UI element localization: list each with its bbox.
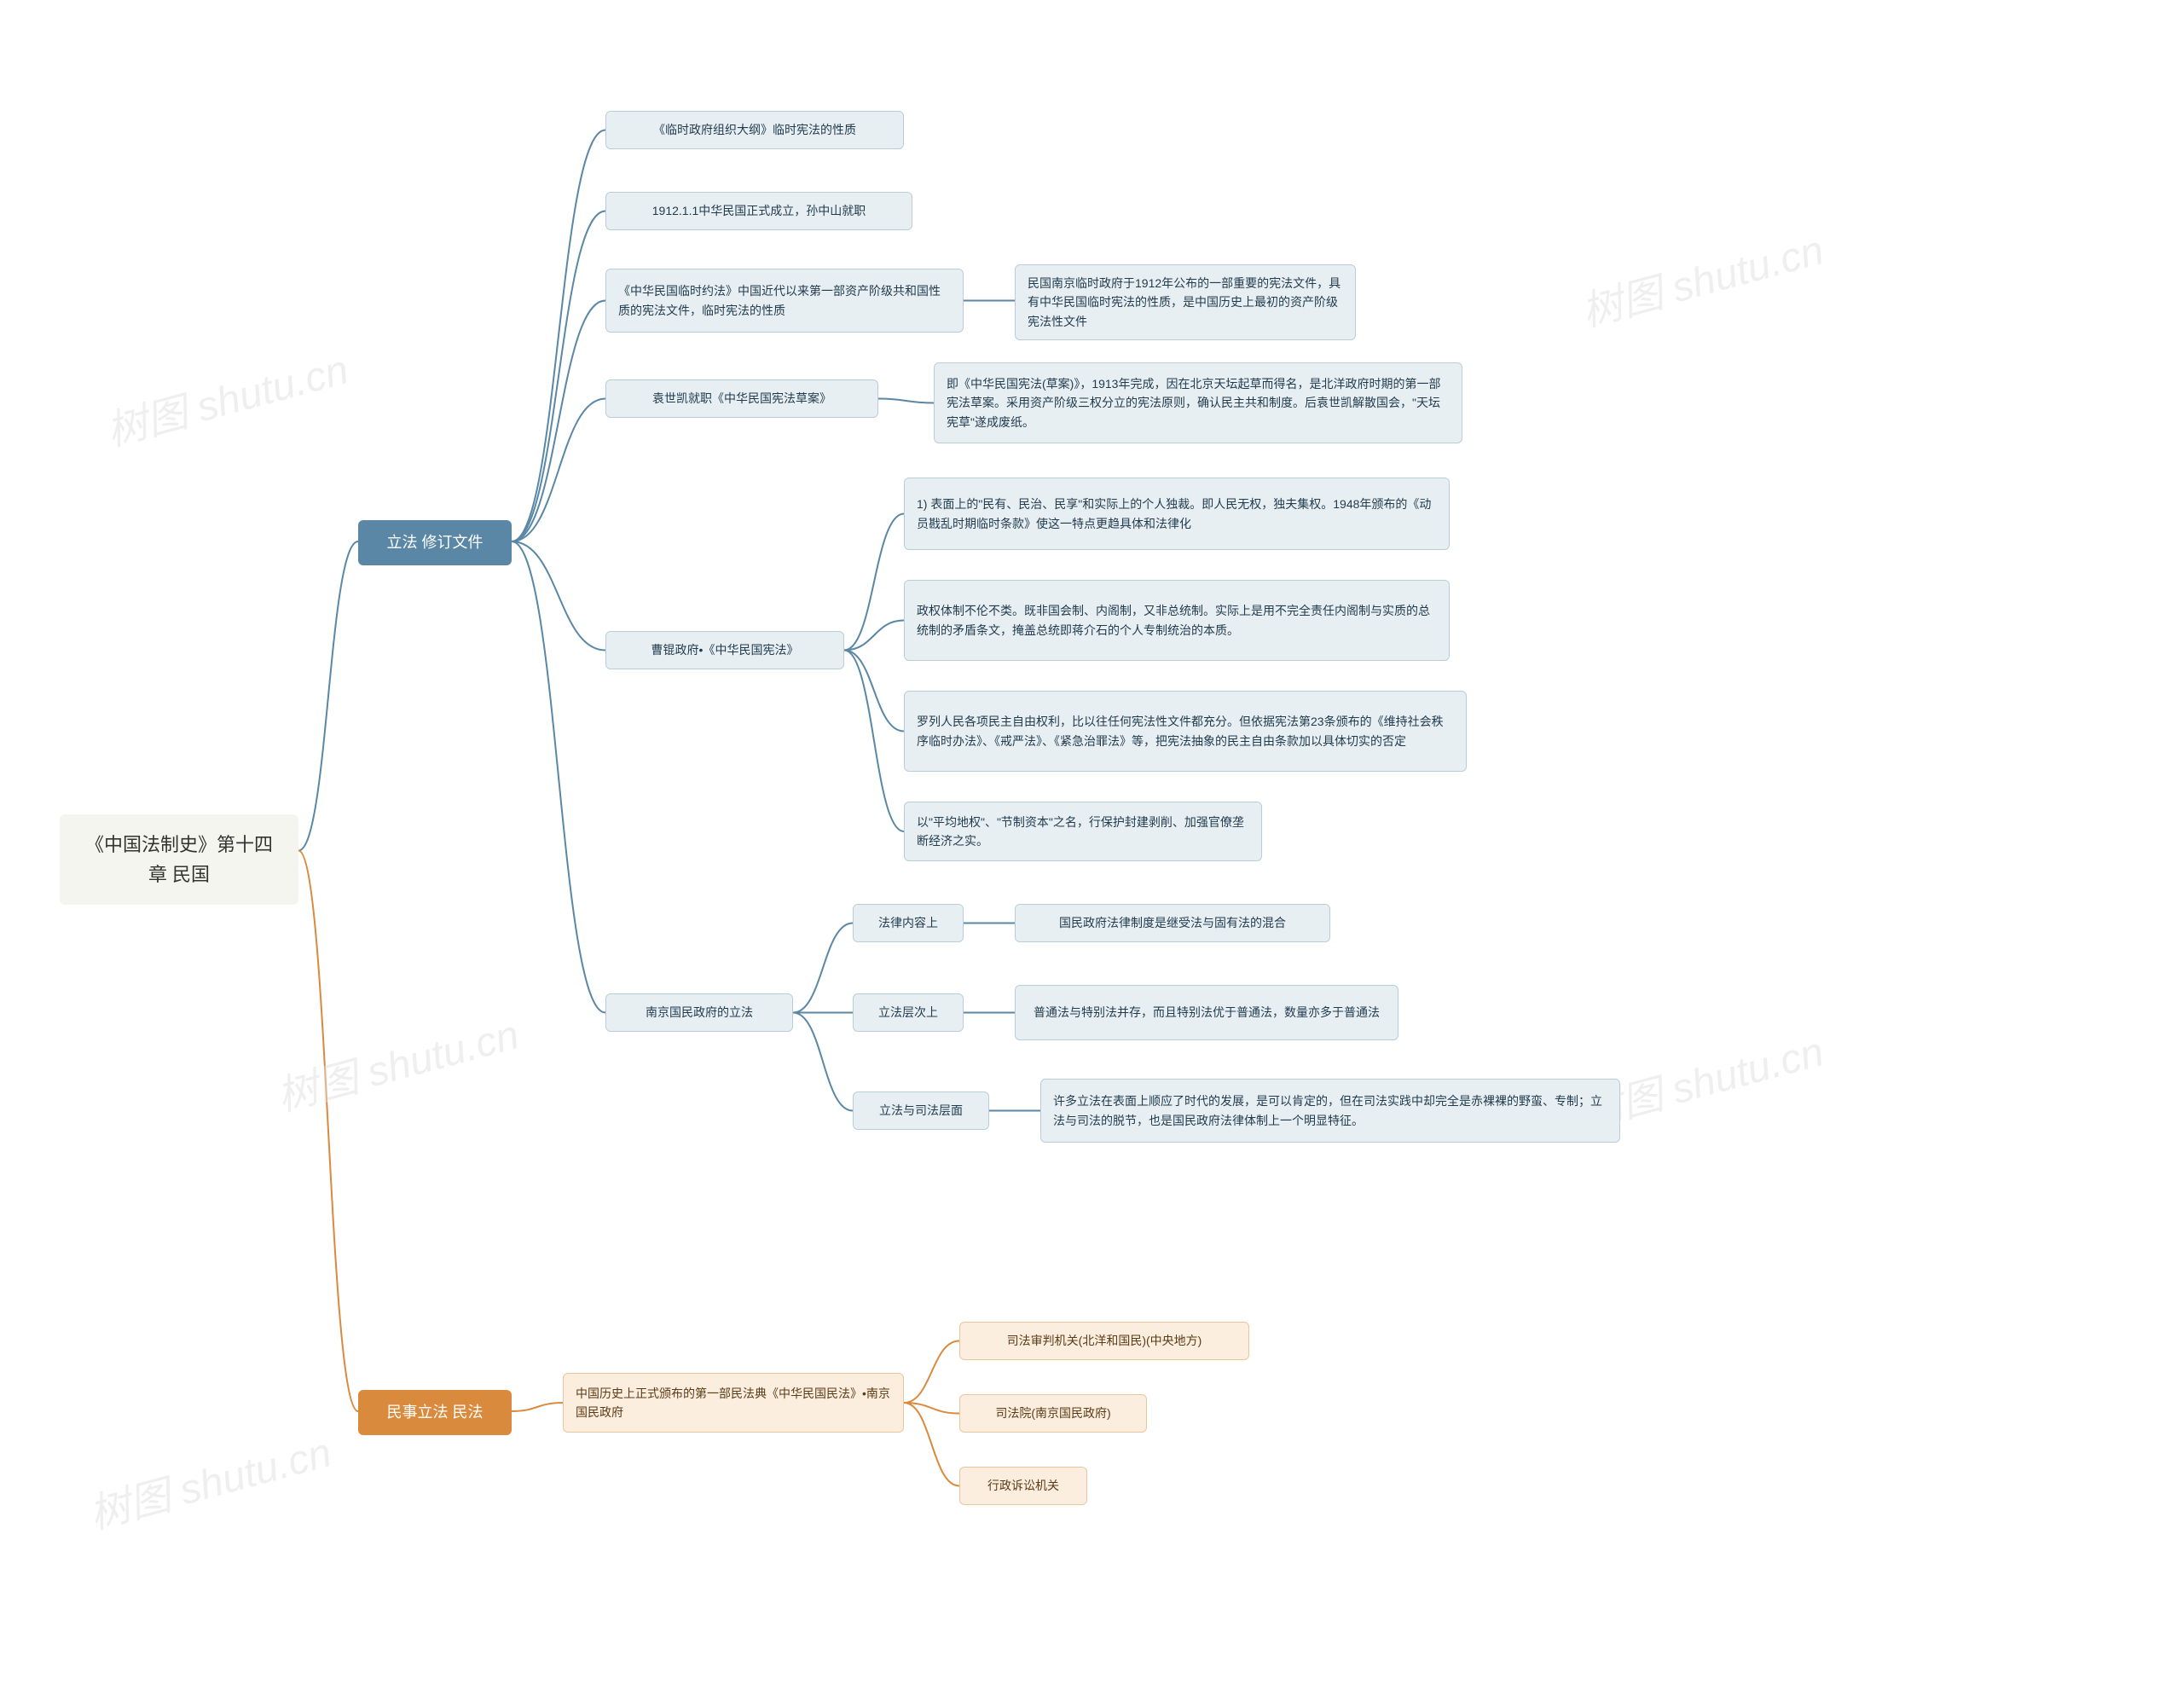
node-n_yuan[interactable]: 袁世凯就职《中华民国宪法草案》 bbox=[605, 379, 878, 418]
edge-n_nanjing-n_nj_law bbox=[793, 923, 853, 1013]
node-n_ck_3[interactable]: 罗列人民各项民主自由权利，比以往任何宪法性文件都充分。但依据宪法第23条颁布的《… bbox=[904, 691, 1467, 772]
node-n_nj_sf[interactable]: 立法与司法层面 bbox=[853, 1091, 989, 1130]
node-n_civil_1[interactable]: 司法审判机关(北洋和国民)(中央地方) bbox=[959, 1322, 1249, 1360]
node-n_civil_2[interactable]: 司法院(南京国民政府) bbox=[959, 1394, 1147, 1433]
edge-cat_legislation-n_yuan bbox=[512, 399, 605, 542]
node-cat_civil[interactable]: 民事立法 民法 bbox=[358, 1390, 512, 1435]
node-n_caokun[interactable]: 曹锟政府•《中华民国宪法》 bbox=[605, 631, 844, 669]
edge-cat_legislation-n_yuefa bbox=[512, 301, 605, 542]
edge-n_caokun-n_ck_2 bbox=[844, 621, 904, 651]
node-n_linshi[interactable]: 《临时政府组织大纲》临时宪法的性质 bbox=[605, 111, 904, 149]
edge-root-cat_legislation bbox=[298, 541, 358, 851]
node-n_nj_lvl[interactable]: 立法层次上 bbox=[853, 993, 964, 1032]
edge-n_caokun-n_ck_3 bbox=[844, 651, 904, 732]
edge-cat_civil-n_civil_main bbox=[512, 1403, 563, 1411]
node-n_ck_4[interactable]: 以"平均地权"、"节制资本"之名，行保护封建剥削、加强官僚垄断经济之实。 bbox=[904, 802, 1262, 861]
node-n_nanjing[interactable]: 南京国民政府的立法 bbox=[605, 993, 793, 1032]
node-n_yuefa[interactable]: 《中华民国临时约法》中国近代以来第一部资产阶级共和国性质的宪法文件，临时宪法的性… bbox=[605, 269, 964, 333]
node-n_nj_lvl_d[interactable]: 普通法与特别法并存，而且特别法优于普通法，数量亦多于普通法 bbox=[1015, 985, 1398, 1040]
edge-root-cat_civil bbox=[298, 851, 358, 1412]
edge-n_civil_main-n_civil_3 bbox=[904, 1403, 959, 1486]
edge-cat_legislation-n_1912 bbox=[512, 211, 605, 542]
edge-n_nanjing-n_nj_sf bbox=[793, 1013, 853, 1111]
edge-n_yuan-n_yuan_d bbox=[878, 399, 934, 403]
edge-cat_legislation-n_linshi bbox=[512, 130, 605, 542]
watermark-1: 树图 shutu.cn bbox=[1574, 217, 1829, 339]
node-n_civil_3[interactable]: 行政诉讼机关 bbox=[959, 1467, 1087, 1505]
node-n_ck_2[interactable]: 政权体制不伦不类。既非国会制、内阁制，又非总统制。实际上是用不完全责任内阁制与实… bbox=[904, 580, 1450, 661]
watermark-4: 树图 shutu.cn bbox=[82, 1419, 337, 1541]
node-n_1912[interactable]: 1912.1.1中华民国正式成立，孙中山就职 bbox=[605, 192, 912, 230]
edge-n_civil_main-n_civil_1 bbox=[904, 1341, 959, 1404]
edge-cat_legislation-n_caokun bbox=[512, 541, 605, 651]
edge-cat_legislation-n_nanjing bbox=[512, 541, 605, 1013]
watermark-2: 树图 shutu.cn bbox=[269, 1001, 524, 1123]
edge-n_civil_main-n_civil_2 bbox=[904, 1403, 959, 1414]
node-n_nj_sf_d[interactable]: 许多立法在表面上顺应了时代的发展，是可以肯定的，但在司法实践中却完全是赤裸裸的野… bbox=[1040, 1079, 1620, 1143]
watermark-0: 树图 shutu.cn bbox=[99, 336, 354, 458]
node-n_ck_1[interactable]: 1) 表面上的"民有、民治、民享"和实际上的个人独裁。即人民无权，独夫集权。19… bbox=[904, 478, 1450, 550]
mindmap-canvas: 树图 shutu.cn 树图 shutu.cn 树图 shutu.cn 树图 shut… bbox=[0, 0, 2183, 1708]
node-n_civil_main[interactable]: 中国历史上正式颁布的第一部民法典《中华民国民法》•南京国民政府 bbox=[563, 1373, 904, 1433]
edge-n_caokun-n_ck_4 bbox=[844, 651, 904, 832]
edge-n_caokun-n_ck_1 bbox=[844, 514, 904, 651]
node-root[interactable]: 《中国法制史》第十四章 民国 bbox=[60, 814, 298, 905]
node-n_yuan_d[interactable]: 即《中华民国宪法(草案)》，1913年完成，因在北京天坛起草而得名，是北洋政府时… bbox=[934, 362, 1462, 443]
node-n_nj_law_d[interactable]: 国民政府法律制度是继受法与固有法的混合 bbox=[1015, 904, 1330, 942]
node-cat_legislation[interactable]: 立法 修订文件 bbox=[358, 520, 512, 565]
node-n_nj_law[interactable]: 法律内容上 bbox=[853, 904, 964, 942]
node-n_yuefa_d[interactable]: 民国南京临时政府于1912年公布的一部重要的宪法文件，具有中华民国临时宪法的性质… bbox=[1015, 264, 1356, 340]
